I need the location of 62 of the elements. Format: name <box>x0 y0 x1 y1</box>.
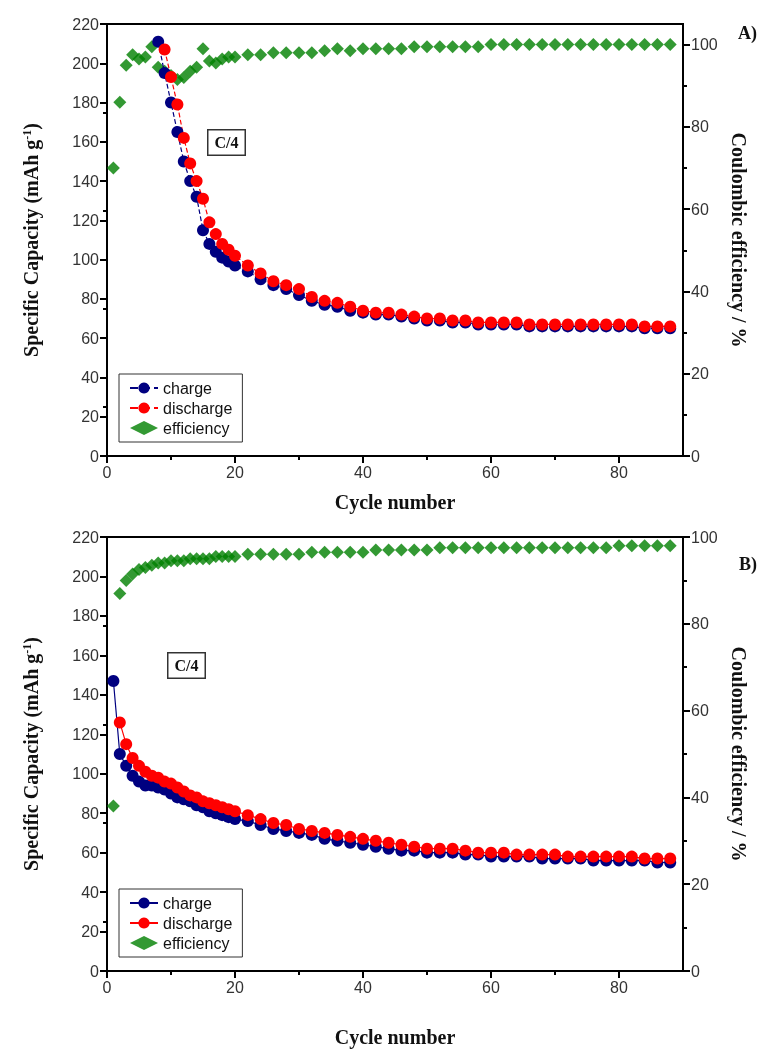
y-axis-title: Specific Capacity (mAh g-1) <box>20 637 43 871</box>
x-tick-label: 80 <box>610 463 628 481</box>
legend-label: efficiency <box>163 934 230 952</box>
x-tick-label: 20 <box>226 463 244 481</box>
text: B) <box>739 554 758 575</box>
x-tick-label: 60 <box>482 463 500 481</box>
y2-tick-label: 40 <box>691 788 709 806</box>
y-tick-label: 120 <box>72 211 100 229</box>
annotation: C/4 <box>214 134 239 151</box>
y-tick-label: 60 <box>81 329 100 347</box>
legend-label: efficiency <box>163 419 230 437</box>
y-tick-label: 80 <box>81 804 100 822</box>
x-tick-label: 0 <box>102 463 112 481</box>
y2-tick-label: 20 <box>691 875 709 893</box>
y-tick-label: 80 <box>81 290 100 308</box>
y-tick-label: 200 <box>72 54 100 72</box>
x-tick-label: 40 <box>354 463 372 481</box>
y-tick-label: 140 <box>72 686 100 704</box>
y-tick-label: 0 <box>90 447 100 465</box>
x-tick-label: 40 <box>354 978 372 996</box>
y2-tick-label: 0 <box>691 447 700 465</box>
y-tick-label: 200 <box>72 567 100 585</box>
legend-label: charge <box>163 894 213 912</box>
y-axis-title: Specific Capacity (mAh g-1) <box>20 123 43 357</box>
y2-tick-label: 80 <box>691 118 709 136</box>
y2-tick-label: 40 <box>691 282 709 300</box>
x-tick-label: 20 <box>226 978 244 996</box>
y2-tick-label: 100 <box>691 528 718 546</box>
y-tick-label: 40 <box>81 368 100 386</box>
y-tick-label: 40 <box>81 883 100 901</box>
annotation: C/4 <box>174 657 199 674</box>
x-axis-title: Cycle number <box>334 1026 456 1049</box>
x-axis-title: Cycle number <box>334 491 456 514</box>
y-tick-label: 180 <box>72 607 100 625</box>
y-tick-label: 220 <box>72 528 100 546</box>
legend-label: charge <box>163 379 213 397</box>
y-tick-label: 160 <box>72 133 100 151</box>
y-tick-label: 100 <box>72 765 100 783</box>
y-tick-label: 20 <box>81 923 100 941</box>
legend-label: discharge <box>163 914 233 932</box>
y-tick-label: 0 <box>90 962 100 980</box>
y2-tick-label: 60 <box>691 702 709 720</box>
y2-tick-label: 0 <box>691 962 700 980</box>
y2-axis-title: Coulombic efficiency / % <box>727 132 750 348</box>
y-tick-label: 160 <box>72 646 100 664</box>
y-tick-label: 140 <box>72 172 100 190</box>
text: A) <box>738 23 758 44</box>
y-tick-label: 220 <box>72 15 100 33</box>
y-tick-label: 120 <box>72 725 100 743</box>
y2-tick-label: 100 <box>691 36 718 54</box>
y-tick-label: 20 <box>81 408 100 426</box>
x-tick-label: 0 <box>102 978 112 996</box>
y2-axis-title: Coulombic efficiency / % <box>727 646 750 862</box>
y2-tick-label: 60 <box>691 200 709 218</box>
y2-tick-label: 80 <box>691 615 709 633</box>
legend-label: discharge <box>163 399 233 417</box>
y-tick-label: 60 <box>81 844 100 862</box>
y-tick-label: 100 <box>72 251 100 269</box>
y2-tick-label: 20 <box>691 365 709 383</box>
x-tick-label: 60 <box>482 978 500 996</box>
x-tick-label: 80 <box>610 978 628 996</box>
y-tick-label: 180 <box>72 94 100 112</box>
